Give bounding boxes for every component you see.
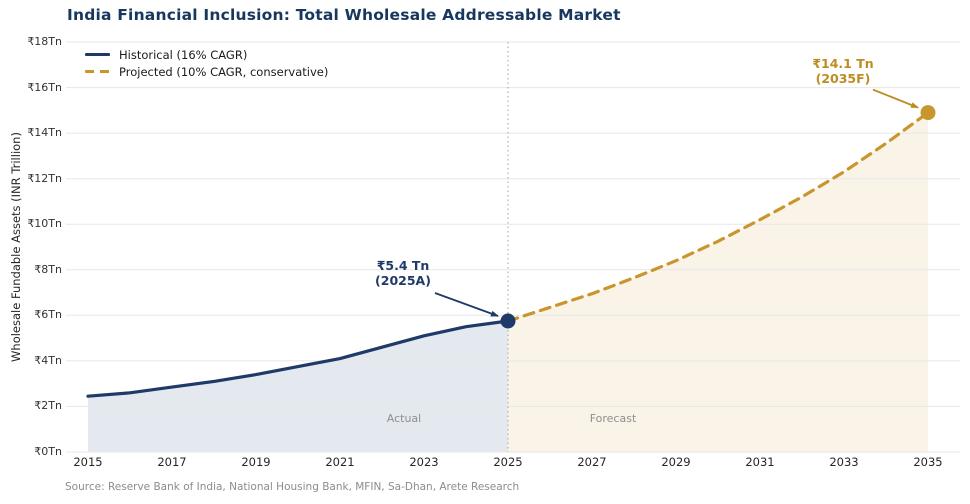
legend: Historical (16% CAGR) Projected (10% CAG… [85, 46, 328, 80]
y-tick-label: ₹16Tn [27, 80, 62, 94]
annotation-arrow-2025 [434, 292, 499, 317]
chart-title: India Financial Inclusion: Total Wholesa… [67, 6, 621, 24]
x-tick-label: 2031 [745, 455, 775, 469]
x-tick-label: 2027 [577, 455, 607, 469]
annotation-2035: ₹14.1 Tn (2035F) [788, 56, 898, 86]
x-tick-label: 2019 [241, 455, 271, 469]
y-tick-label: ₹8Tn [34, 262, 62, 276]
annotation-2025: ₹5.4 Tn (2025A) [348, 258, 458, 288]
historical-line-swatch [85, 53, 110, 56]
projected-line [506, 110, 930, 323]
area-fill-forecast [508, 112, 928, 452]
historical-line [86, 319, 510, 398]
projected-line-swatch [85, 70, 110, 73]
y-tick-label: ₹6Tn [34, 308, 62, 322]
legend-label-historical: Historical (16% CAGR) [119, 47, 248, 62]
legend-label-projected: Projected (10% CAGR, conservative) [119, 64, 329, 79]
annotation-2035-value: ₹14.1 Tn [812, 56, 874, 71]
y-tick-label: ₹4Tn [34, 353, 62, 367]
region-label-actual: Actual [386, 412, 422, 425]
y-tick-label: ₹10Tn [27, 217, 62, 231]
y-tick-label: ₹2Tn [34, 399, 62, 413]
source-note: Source: Reserve Bank of India, National … [65, 481, 520, 493]
x-tick-label: 2023 [409, 455, 439, 469]
data-point-2025 [500, 313, 516, 329]
annotation-2025-year: (2025A) [375, 273, 431, 288]
x-tick-label: 2033 [829, 455, 859, 469]
area-fill-actual [88, 321, 508, 452]
y-tick-label: ₹12Tn [27, 171, 62, 185]
data-point-2035 [920, 105, 936, 121]
legend-item-projected: Projected (10% CAGR, conservative) [85, 63, 328, 80]
annotation-arrow-2035 [872, 88, 919, 109]
y-tick-label: ₹18Tn [27, 35, 62, 48]
annotation-2035-year: (2035F) [815, 71, 871, 86]
y-tick-label: ₹0Tn [34, 445, 62, 458]
y-tick-label: ₹14Tn [27, 126, 62, 140]
x-tick-label: 2035 [913, 455, 943, 469]
x-tick-label: 2017 [157, 455, 187, 469]
x-tick-label: 2029 [661, 455, 691, 469]
x-tick-label: 2021 [325, 455, 355, 469]
legend-item-historical: Historical (16% CAGR) [85, 46, 328, 63]
x-tick-label: 2015 [73, 455, 103, 469]
x-tick-label: 2025 [493, 455, 523, 469]
annotation-2025-value: ₹5.4 Tn [376, 258, 430, 273]
region-label-forecast: Forecast [589, 412, 637, 425]
